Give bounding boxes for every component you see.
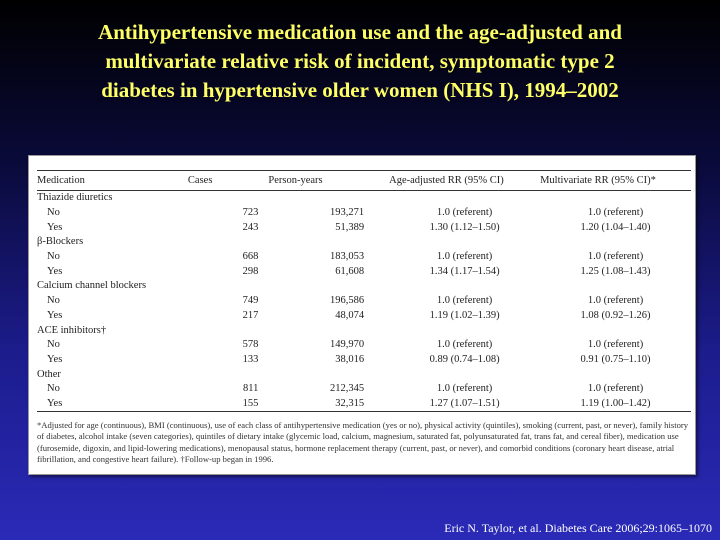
cell-cases: 133 <box>242 353 259 365</box>
cell-person-years: 196,586 <box>330 295 365 307</box>
citation: Eric N. Taylor, et al. Diabetes Care 200… <box>444 521 712 535</box>
title-line-3: diabetes in hypertensive older women (NH… <box>101 78 619 102</box>
table-row: Yes 243 51,389 1.30 (1.12–1.50) 1.20 (1.… <box>37 220 691 235</box>
cell-cases: 668 <box>242 251 259 263</box>
cell-multivariate-rr: 1.0 (referent) <box>587 295 644 307</box>
cell-multivariate-rr: 1.0 (referent) <box>587 383 644 395</box>
table-row: Yes 133 38,016 0.89 (0.74–1.08) 0.91 (0.… <box>37 353 691 368</box>
header-age-adjusted-rr: Age-adjusted RR (95% CI) <box>389 170 541 191</box>
group-row: Calcium channel blockers <box>37 279 691 294</box>
cell-person-years: 61,608 <box>335 265 365 277</box>
group-label: Calcium channel blockers <box>37 280 147 292</box>
table-row: Yes 155 32,315 1.27 (1.07–1.51) 1.19 (1.… <box>37 396 691 413</box>
row-label: Yes <box>37 396 188 413</box>
table-panel: Medication Cases Person-years Age-adjust… <box>28 155 696 475</box>
table-row: No 811 212,345 1.0 (referent) 1.0 (refer… <box>37 382 691 397</box>
cell-age-adjusted-rr: 1.30 (1.12–1.50) <box>429 221 500 233</box>
group-row: β-Blockers <box>37 235 691 250</box>
cell-cases: 578 <box>242 339 259 351</box>
cell-person-years: 183,053 <box>330 251 365 263</box>
cell-age-adjusted-rr: 1.0 (referent) <box>436 207 493 219</box>
title-line-2: multivariate relative risk of incident, … <box>105 49 615 73</box>
table-row: No 578 149,970 1.0 (referent) 1.0 (refer… <box>37 338 691 353</box>
cell-cases: 217 <box>242 309 259 321</box>
slide-title: Antihypertensive medication use and the … <box>20 18 700 105</box>
table-header-row: Medication Cases Person-years Age-adjust… <box>37 170 691 191</box>
table-row: No 749 196,586 1.0 (referent) 1.0 (refer… <box>37 294 691 309</box>
cell-cases: 155 <box>187 396 269 413</box>
cell-age-adjusted-rr: 1.19 (1.02–1.39) <box>429 309 500 321</box>
row-label: No <box>47 295 60 307</box>
cell-multivariate-rr: 1.08 (0.92–1.26) <box>580 309 651 321</box>
row-label: No <box>47 251 60 263</box>
group-label: ACE inhibitors† <box>37 324 107 336</box>
cell-age-adjusted-rr: 0.89 (0.74–1.08) <box>429 353 500 365</box>
group-row: Other <box>37 367 691 382</box>
cell-person-years: 149,970 <box>330 339 365 351</box>
cell-age-adjusted-rr: 1.0 (referent) <box>436 295 493 307</box>
cell-multivariate-rr: 0.91 (0.75–1.10) <box>580 353 651 365</box>
cell-person-years: 48,074 <box>335 309 365 321</box>
cell-person-years: 51,389 <box>335 221 365 233</box>
cell-age-adjusted-rr: 1.0 (referent) <box>436 339 493 351</box>
cell-cases: 749 <box>242 295 259 307</box>
cell-person-years: 193,271 <box>330 207 365 219</box>
row-label: No <box>47 207 60 219</box>
cell-multivariate-rr: 1.0 (referent) <box>587 339 644 351</box>
title-line-1: Antihypertensive medication use and the … <box>98 20 622 44</box>
cell-multivariate-rr: 1.19 (1.00–1.42) <box>540 396 691 413</box>
row-label: No <box>47 339 60 351</box>
cell-age-adjusted-rr: 1.27 (1.07–1.51) <box>389 396 541 413</box>
cell-age-adjusted-rr: 1.0 (referent) <box>436 383 493 395</box>
cell-age-adjusted-rr: 1.34 (1.17–1.54) <box>429 265 500 277</box>
header-person-years: Person-years <box>268 170 390 191</box>
header-medication: Medication <box>37 170 188 191</box>
row-label: Yes <box>47 353 63 365</box>
table-row: No 723 193,271 1.0 (referent) 1.0 (refer… <box>37 206 691 221</box>
cell-cases: 298 <box>242 265 259 277</box>
table-row: Yes 298 61,608 1.34 (1.17–1.54) 1.25 (1.… <box>37 264 691 279</box>
header-multivariate-rr: Multivariate RR (95% CI)* <box>540 170 691 191</box>
cell-cases: 723 <box>242 207 259 219</box>
row-label: Yes <box>47 265 63 277</box>
group-label: β-Blockers <box>37 236 84 248</box>
row-label: No <box>47 383 60 395</box>
cell-cases: 243 <box>242 221 259 233</box>
table-footnote: *Adjusted for age (continuous), BMI (con… <box>37 420 689 464</box>
header-cases: Cases <box>187 170 269 191</box>
row-label: Yes <box>47 221 63 233</box>
group-label: Thiazide diuretics <box>37 192 113 204</box>
group-label: Other <box>37 368 61 380</box>
group-row: ACE inhibitors† <box>37 323 691 338</box>
row-label: Yes <box>47 309 63 321</box>
cell-multivariate-rr: 1.25 (1.08–1.43) <box>580 265 651 277</box>
cell-person-years: 38,016 <box>335 353 365 365</box>
cell-multivariate-rr: 1.20 (1.04–1.40) <box>580 221 651 233</box>
group-row: Thiazide diuretics <box>37 191 691 206</box>
table-row: Yes 217 48,074 1.19 (1.02–1.39) 1.08 (0.… <box>37 309 691 324</box>
cell-multivariate-rr: 1.0 (referent) <box>587 207 644 219</box>
medication-rr-table: Medication Cases Person-years Age-adjust… <box>37 170 691 413</box>
cell-person-years: 212,345 <box>330 383 365 395</box>
cell-person-years: 32,315 <box>268 396 390 413</box>
cell-age-adjusted-rr: 1.0 (referent) <box>436 251 493 263</box>
cell-cases: 811 <box>243 383 259 395</box>
table-row: No 668 183,053 1.0 (referent) 1.0 (refer… <box>37 250 691 265</box>
cell-multivariate-rr: 1.0 (referent) <box>587 251 644 263</box>
